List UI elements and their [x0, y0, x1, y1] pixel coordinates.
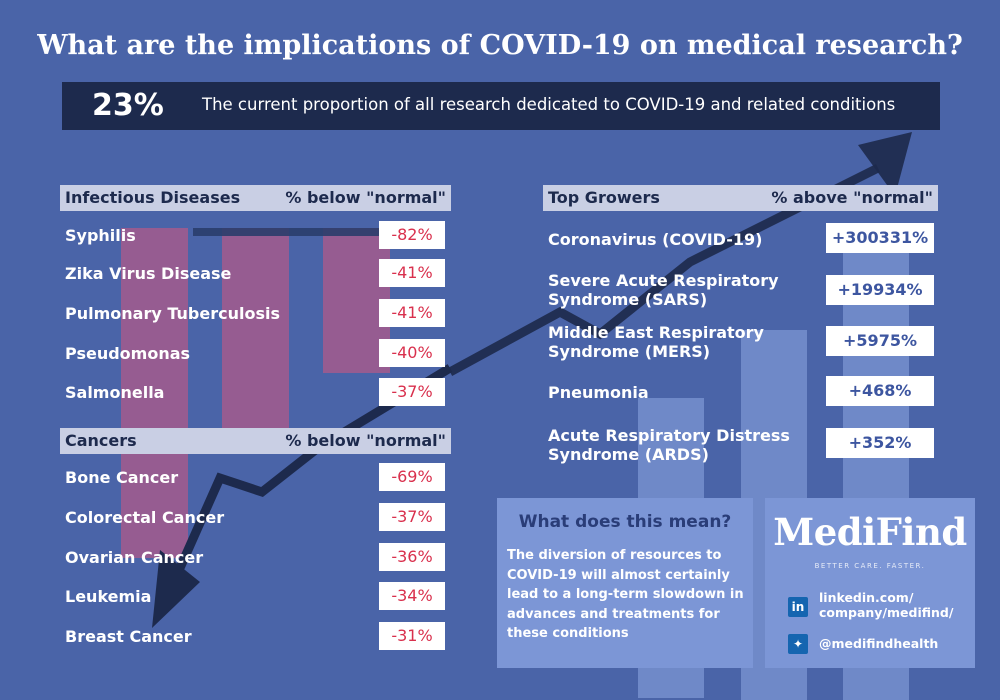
cancers-label-bone: Bone Cancer [65, 468, 179, 487]
infectious-label-zika: Zika Virus Disease [65, 264, 232, 283]
infectious-value-zika: -41% [379, 259, 445, 287]
stat-description: The current proportion of all research d… [202, 95, 896, 114]
linkedin-line1: linkedin.com/ [819, 590, 914, 605]
meaning-title: What does this mean? [518, 512, 732, 532]
growers-label-ards: Acute Respiratory Distress Syndrome (ARD… [548, 426, 790, 464]
growers-label-covid-line1: Coronavirus (COVID-19) [548, 230, 763, 249]
cancers-value-leukemia: -34% [379, 582, 445, 610]
growers-label-sars-line2: Syndrome (SARS) [548, 290, 708, 309]
arrow-up-icon [447, 163, 881, 376]
arrow-down-head [152, 550, 200, 628]
medifind-logo: MediFind [773, 510, 967, 554]
cancers-value-ovarian: -36% [379, 543, 445, 571]
cancers-value-bone: -69% [379, 463, 445, 491]
growers-value-ards: +352% [826, 428, 934, 458]
growers-label-mers: Middle East Respiratory Syndrome (MERS) [548, 323, 764, 361]
linkedin-line2: company/medifind/ [819, 605, 954, 620]
growers-header: Top Growers % above "normal" [543, 185, 938, 211]
cancers-header-metric: % below "normal" [285, 431, 446, 450]
infectious-label-tuberculosis: Pulmonary Tuberculosis [65, 304, 280, 323]
meaning-text: The diversion of resources to COVID-19 w… [507, 548, 744, 641]
infectious-label-syphilis: Syphilis [65, 226, 136, 245]
cancers-label-ovarian: Ovarian Cancer [65, 548, 204, 567]
growers-label-ards-line2: Syndrome (ARDS) [548, 445, 709, 464]
infectious-value-pseudomonas: -40% [379, 339, 445, 367]
growers-label-mers-line1: Middle East Respiratory [548, 323, 764, 342]
growers-value-sars: +19934% [826, 275, 934, 305]
growers-value-pneumonia: +468% [826, 376, 934, 406]
cancers-label-breast: Breast Cancer [65, 627, 192, 646]
infectious-value-tuberculosis: -41% [379, 299, 445, 327]
growers-label-sars-line1: Severe Acute Respiratory [548, 271, 779, 290]
arrow-down-icon [175, 364, 453, 570]
meaning-panel: What does this mean? The diversion of re… [497, 498, 753, 668]
decor-bar-down-2 [222, 228, 289, 438]
twitter-icon[interactable]: ✦ [788, 634, 808, 654]
cancers-value-breast: -31% [379, 622, 445, 650]
infectious-header: Infectious Diseases % below "normal" [60, 185, 451, 211]
decor-bar-down-1 [121, 228, 188, 558]
growers-label-pneumonia: Pneumonia [548, 383, 649, 402]
infectious-value-syphilis: -82% [379, 221, 445, 249]
cancers-label-leukemia: Leukemia [65, 587, 152, 606]
growers-label-sars: Severe Acute Respiratory Syndrome (SARS) [548, 271, 779, 309]
cancers-value-colorectal: -37% [379, 503, 445, 531]
brand-tagline: BETTER CARE. FASTER. [814, 562, 926, 570]
decor-bar-down-3 [323, 228, 390, 373]
growers-label-ards-line1: Acute Respiratory Distress [548, 426, 790, 445]
infectious-header-title: Infectious Diseases [65, 188, 241, 207]
cancers-header-title: Cancers [65, 431, 137, 450]
growers-value-mers: +5975% [826, 326, 934, 356]
growers-value-covid: +300331% [826, 223, 934, 253]
growers-label-mers-line2: Syndrome (MERS) [548, 342, 711, 361]
growers-label-covid: Coronavirus (COVID-19) [548, 230, 762, 249]
page-title: What are the implications of COVID-19 on… [37, 30, 963, 61]
infectious-label-salmonella: Salmonella [65, 383, 165, 402]
linkedin-link[interactable]: linkedin.com/ company/medifind/ [819, 590, 953, 620]
twitter-link[interactable]: @medifindhealth [819, 636, 939, 651]
infectious-value-salmonella: -37% [379, 378, 445, 406]
cancers-header: Cancers % below "normal" [60, 428, 451, 454]
growers-header-title: Top Growers [548, 188, 660, 207]
growers-label-pneumonia-line1: Pneumonia [548, 383, 649, 402]
infectious-label-pseudomonas: Pseudomonas [65, 344, 191, 363]
arrow-up-head [858, 132, 912, 196]
linkedin-icon[interactable]: in [788, 597, 808, 617]
infectious-header-metric: % below "normal" [285, 188, 446, 207]
stat-banner: 23% The current proportion of all resear… [62, 82, 940, 130]
arrow-down-fill [193, 228, 388, 236]
growers-header-metric: % above "normal" [771, 188, 933, 207]
cancers-label-colorectal: Colorectal Cancer [65, 508, 225, 527]
stat-value: 23% [92, 88, 164, 123]
brand-panel: MediFind BETTER CARE. FASTER. in linkedi… [765, 498, 975, 668]
